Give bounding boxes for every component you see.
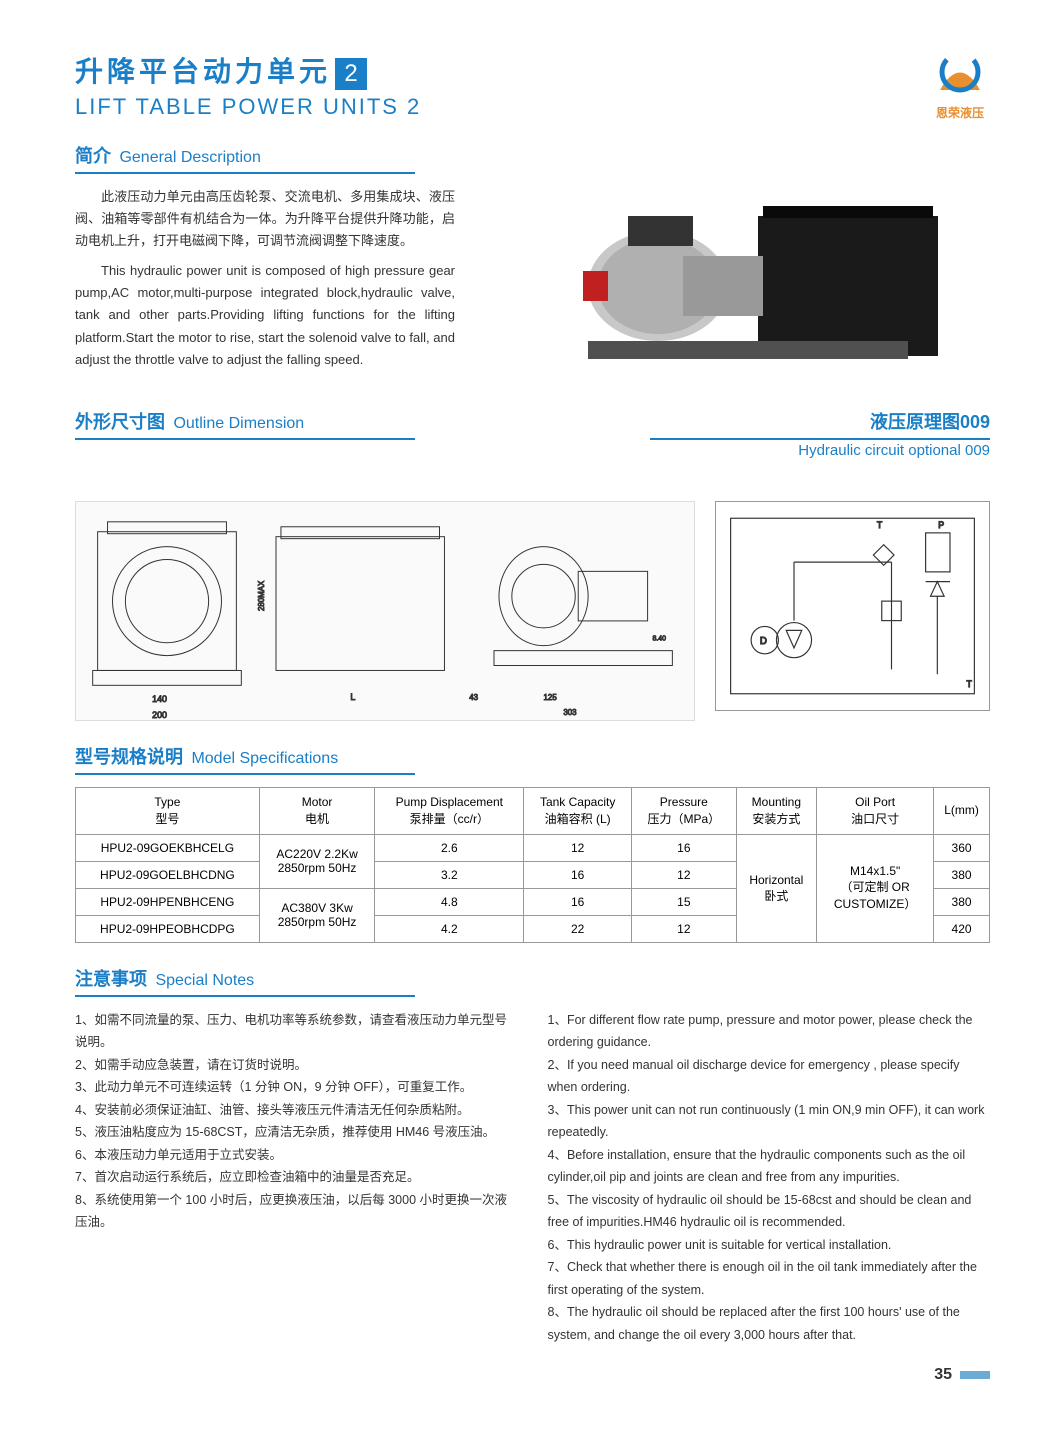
section-circuit-head: 液压原理图009 Hydraulic circuit optional 009 — [650, 408, 990, 459]
title-cn: 升降平台动力单元 — [75, 56, 331, 87]
product-photo — [485, 186, 990, 376]
table-header: Pressure压力（MPa） — [632, 788, 736, 835]
svg-text:L: L — [350, 692, 355, 702]
svg-text:200: 200 — [152, 710, 167, 720]
svg-text:125: 125 — [544, 693, 558, 702]
notes-en: 1、For different flow rate pump, pressure… — [548, 1009, 991, 1347]
table-header: Pump Displacement泵排量（cc/r） — [375, 788, 524, 835]
title-number: 2 — [335, 58, 367, 90]
intro-cn: 此液压动力单元由高压齿轮泵、交流电机、多用集成块、液压阀、油箱等零部件有机结合为… — [75, 186, 455, 252]
section-notes-head: 注意事项 Special Notes — [75, 965, 990, 997]
section-outline-head: 外形尺寸图 Outline Dimension — [75, 408, 630, 440]
brand-logo: 恩荣液压 — [930, 50, 990, 121]
title-en: LIFT TABLE POWER UNITS 2 — [75, 94, 990, 120]
intro-en: This hydraulic power unit is composed of… — [75, 260, 455, 370]
hydraulic-circuit-diagram: D T P T — [715, 501, 990, 711]
outline-dimension-diagram: 140 200 280MAX L 43 125 303 8.40 — [75, 501, 695, 721]
svg-text:140: 140 — [152, 694, 167, 704]
svg-text:8.40: 8.40 — [653, 636, 667, 643]
svg-text:D: D — [760, 636, 767, 647]
notes-cn: 1、如需不同流量的泵、压力、电机功率等系统参数，请查看液压动力单元型号说明。2、… — [75, 1009, 518, 1347]
section-spec-head: 型号规格说明 Model Specifications — [75, 743, 990, 775]
svg-text:280MAX: 280MAX — [257, 580, 266, 611]
page-title: 升降平台动力单元2 LIFT TABLE POWER UNITS 2 — [75, 50, 990, 120]
svg-text:303: 303 — [563, 708, 577, 717]
svg-text:T: T — [877, 520, 883, 530]
table-row: HPU2-09GOEKBHCELGAC220V 2.2Kw2850rpm 50H… — [76, 834, 990, 861]
brand-text: 恩荣液压 — [930, 104, 990, 121]
svg-text:43: 43 — [469, 693, 478, 702]
spec-table: Type型号Motor电机Pump Displacement泵排量（cc/r）T… — [75, 787, 990, 943]
intro-text: 此液压动力单元由高压齿轮泵、交流电机、多用集成块、液压阀、油箱等零部件有机结合为… — [75, 186, 455, 376]
table-header: Tank Capacity油箱容积 (L) — [524, 788, 632, 835]
page-number: 35 — [75, 1366, 990, 1384]
table-header: Motor电机 — [259, 788, 375, 835]
table-header: L(mm) — [934, 788, 990, 835]
svg-text:T: T — [967, 679, 973, 689]
table-header: Type型号 — [76, 788, 260, 835]
section-intro-head: 简介 General Description — [75, 142, 990, 174]
table-header: Mounting安装方式 — [736, 788, 817, 835]
svg-text:P: P — [938, 520, 944, 530]
table-header: Oil Port油口尺寸 — [817, 788, 934, 835]
